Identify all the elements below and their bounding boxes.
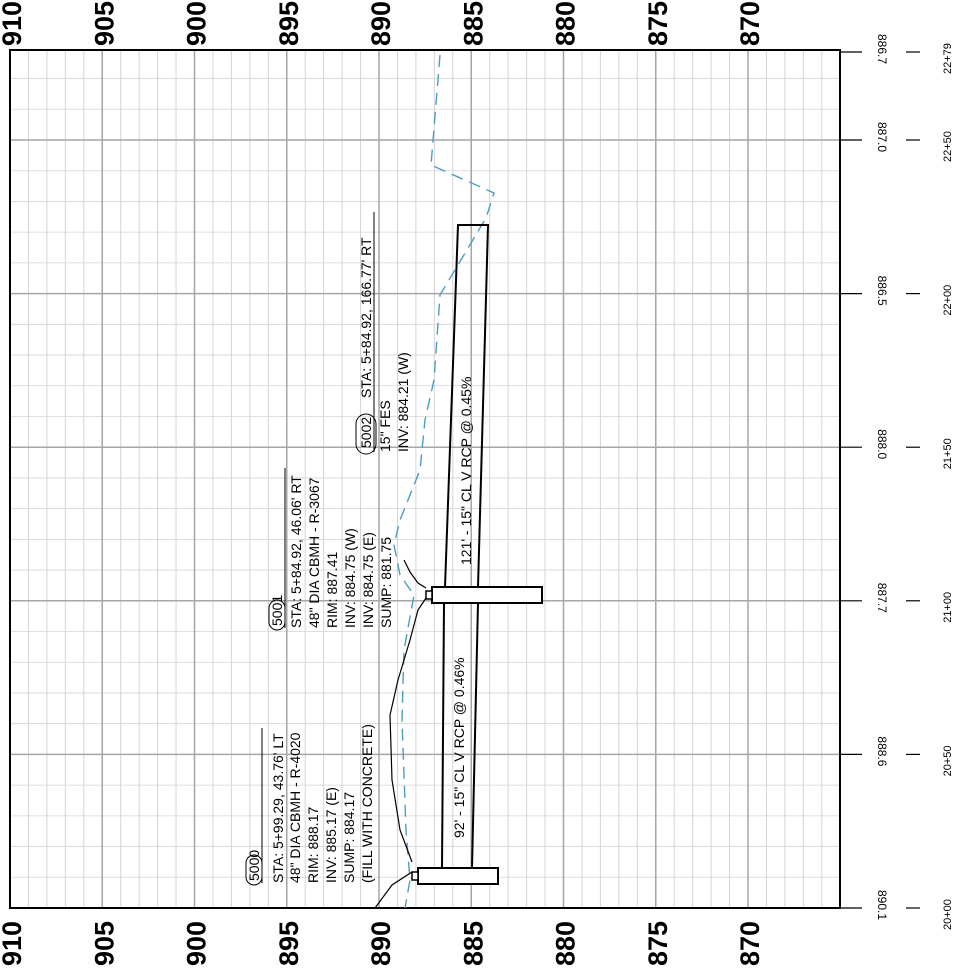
station-label: 21+00: [942, 592, 954, 623]
structure-5000-line-0: STA: 5+99.29, 43.76' LT: [270, 733, 286, 883]
elevation-label-bottom: 885: [458, 921, 488, 966]
structure-5002-line-1: INV: 884.21 (W): [395, 352, 411, 452]
station-label: 21+50: [942, 438, 954, 469]
proposed-ground-line-2: [389, 597, 427, 863]
elevation-label-bottom: 905: [89, 921, 119, 966]
structure-5000-id: 5000: [246, 850, 262, 881]
structure-5000-line-3: INV: 885.17 (E): [323, 787, 339, 883]
structure-5002-line-0: 15" FES: [377, 400, 393, 452]
structure-5001: [425, 586, 543, 604]
proposed-ground-line-3: [403, 559, 427, 589]
elevation-label-top: 905: [89, 1, 119, 46]
ground-elevation-label: 888.0: [875, 429, 889, 459]
proposed-ground-line: [374, 871, 413, 909]
ground-elevation-label: 890.1: [875, 890, 889, 920]
structure-5001-line-5: SUMP: 881.75: [378, 537, 394, 628]
ground-elevation-label: 887.7: [875, 583, 889, 613]
station-label: 20+00: [942, 899, 954, 930]
station-label: 22+50: [942, 131, 954, 162]
elevation-label-bottom: 900: [182, 921, 212, 966]
structure-5000-line-5: (FILL WITH CONCRETE): [359, 724, 375, 883]
annotation-5000: 5000 STA: 5+99.29, 43.76' LT 48" DIA CBM…: [245, 724, 375, 886]
ground-elevation-label: 888.6: [875, 736, 889, 766]
structure-5000-line-2: RIM: 888.17: [305, 807, 321, 883]
elevation-labels-top: 910 905 900 895 890 885 880 875 870: [0, 1, 765, 46]
annotation-5002: 5002 STA: 5+84.92, 166.77' RT 15" FES IN…: [355, 212, 411, 455]
elevation-label-top: 895: [274, 1, 304, 46]
structure-5001-line-3: INV: 884.75 (W): [342, 528, 358, 628]
elevation-label-bottom: 880: [551, 921, 581, 966]
pipe-label-1: 92' - 15" CL V RCP @ 0.46%: [451, 657, 467, 838]
elevation-labels-bottom: 910 905 900 895 890 885 880 875 870: [0, 921, 765, 966]
structure-5001-line-0: STA: 5+84.92, 46.06' RT: [288, 475, 304, 628]
structure-5001-line-1: 48" DIA CBMH - R-3067: [306, 477, 322, 628]
ground-elevation-label: 887.0: [875, 122, 889, 152]
station-label: 22+00: [942, 285, 954, 316]
structure-5001-line-4: INV: 884.75 (E): [360, 532, 376, 628]
elevation-label-top: 885: [458, 1, 488, 46]
station-label: 20+50: [942, 745, 954, 776]
structure-5000: [411, 867, 499, 885]
elevation-label-top: 890: [366, 1, 396, 46]
ground-elevation-label: 886.7: [875, 34, 889, 64]
major-grid: [9, 50, 840, 908]
elevation-label-bottom: 910: [0, 921, 27, 966]
elevation-label-bottom: 890: [366, 921, 396, 966]
elevation-label-top: 900: [182, 1, 212, 46]
structure-5000-line-1: 48" DIA CBMH - R-4020: [287, 732, 303, 883]
structure-5002-sta: STA: 5+84.92, 166.77' RT: [358, 237, 374, 398]
elevation-label-bottom: 875: [643, 921, 673, 966]
structure-5001-id: 5001: [269, 595, 285, 626]
annotation-5001: 5001 STA: 5+84.92, 46.06' RT 48" DIA CBM…: [268, 468, 394, 631]
elevation-label-top: 910: [0, 1, 27, 46]
structure-5002-id: 5002: [358, 417, 374, 448]
pipe-label-2: 121' - 15" CL V RCP @ 0.45%: [458, 377, 474, 565]
ground-elevation-labels: 890.1 888.6 887.7 888.0 886.5 887.0 886.7: [875, 34, 889, 920]
structure-5001-line-2: RIM: 887.41: [324, 552, 340, 628]
existing-ground-line: [393, 54, 495, 909]
minor-grid: [10, 50, 840, 908]
structure-5000-line-4: SUMP: 884.17: [341, 792, 357, 883]
profile-frame: [9, 49, 841, 909]
station-ticks: [840, 51, 920, 909]
elevation-label-bottom: 870: [735, 921, 765, 966]
elevation-label-top: 880: [551, 1, 581, 46]
elevation-label-top: 870: [735, 1, 765, 46]
station-labels: 20+00 20+50 21+00 21+50 22+00 22+50 22+79: [942, 43, 954, 930]
elevation-label-bottom: 895: [274, 921, 304, 966]
station-label: 22+79: [942, 43, 954, 74]
elevation-label-top: 875: [643, 1, 673, 46]
ground-elevation-label: 886.5: [875, 276, 889, 306]
